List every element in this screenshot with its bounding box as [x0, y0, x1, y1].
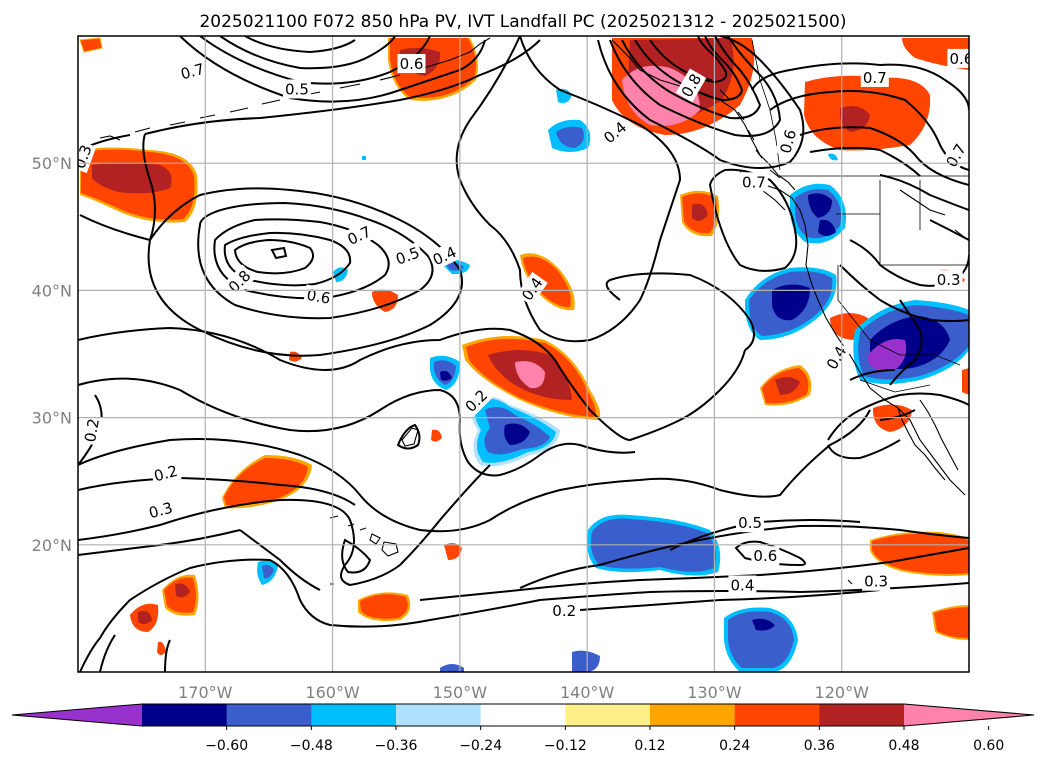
svg-text:0.4: 0.4 [731, 577, 755, 595]
pv-shading-negative [257, 88, 969, 672]
contour-labels: 0.70.50.60.30.70.5 0.40.80.6 0.40.40.80.60… [78, 48, 973, 620]
svg-text:0.6: 0.6 [305, 286, 332, 308]
svg-text:0.2: 0.2 [152, 462, 180, 486]
contour-label-24: 0.6 [751, 546, 780, 566]
svg-text:0.6: 0.6 [776, 128, 800, 156]
contour-label-1: 0.5 [282, 79, 311, 99]
svg-text:0.2: 0.2 [552, 602, 576, 620]
svg-text:0.6: 0.6 [753, 547, 777, 565]
colorbar-tick-label-3: −0.24 [459, 738, 502, 754]
contour-label-20: 0.2 [79, 414, 104, 446]
svg-text:0.6: 0.6 [400, 55, 424, 73]
colorbar-segment-4 [480, 704, 566, 726]
gridlines [78, 36, 969, 672]
contour-label-25: 0.4 [728, 575, 757, 595]
contour-label-17: 0.3 [934, 270, 963, 290]
lat-tick-label-0: 20°N [32, 536, 72, 555]
colorbar-segment-1 [226, 704, 312, 726]
svg-text:0.5: 0.5 [738, 514, 762, 532]
colorbar-segment-5 [565, 704, 651, 726]
contour-label-12: 0.6 [774, 125, 801, 158]
contour-label-0: 0.7 [176, 58, 209, 84]
svg-text:0.3: 0.3 [937, 271, 961, 289]
lon-tick-label-5: 120°W [815, 683, 870, 702]
colorbar-tick-label-8: 0.48 [888, 738, 919, 754]
colorbar-extend-low [12, 704, 142, 726]
colorbar-tick-label-2: −0.36 [375, 738, 418, 754]
colorbar-extend-high [904, 704, 1034, 726]
colorbar-tick-label-1: −0.48 [290, 738, 333, 754]
colorbar-outline [11, 703, 1035, 727]
svg-text:0.7: 0.7 [179, 60, 207, 84]
svg-text:0.7: 0.7 [863, 69, 887, 87]
lon-tick-label-0: 170°W [178, 683, 233, 702]
lat-tick-label-1: 30°N [32, 409, 72, 428]
colorbar-segment-6 [650, 704, 736, 726]
lat-tick-label-3: 50°N [32, 154, 72, 173]
contour-label-13: 0.7 [739, 172, 768, 192]
contour-label-27: 0.2 [550, 600, 579, 620]
colorbar-tick-label-7: 0.36 [804, 738, 835, 754]
colorbar-segment-7 [734, 704, 820, 726]
lat-axis: 20°N 30°N 40°N 50°N [32, 154, 72, 555]
contour-label-16: 0.6 [947, 48, 973, 68]
lon-tick-label-4: 130°W [687, 683, 742, 702]
svg-text:0.7: 0.7 [742, 173, 766, 191]
colorbar-segment-8 [819, 704, 905, 726]
map-border [77, 35, 970, 673]
contour-label-21: 0.2 [149, 460, 182, 486]
colorbar-tick-label-6: 0.24 [719, 738, 750, 754]
colorbar: −0.60 −0.48 −0.36 −0.24 −0.12 0.12 0.24 0.36 0.4… [11, 703, 1035, 754]
colorbar-segment-3 [396, 704, 482, 726]
svg-text:0.3: 0.3 [147, 499, 175, 523]
lon-tick-label-3: 140°W [560, 683, 615, 702]
figure-title: 2025021100 F072 850 hPa PV, IVT Landfall… [199, 12, 846, 32]
svg-text:0.5: 0.5 [285, 80, 309, 98]
colorbar-tick-label-4: −0.12 [544, 738, 587, 754]
contour-label-22: 0.3 [144, 497, 177, 523]
lon-axis: 170°W 160°W 150°W 140°W 130°W 120°W [178, 683, 869, 702]
colorbar-segment-2 [311, 704, 397, 726]
lat-tick-label-2: 40°N [32, 281, 72, 300]
colorbar-tick-label-0: −0.60 [205, 738, 248, 754]
contour-label-23: 0.5 [736, 513, 765, 533]
svg-text:0.6: 0.6 [949, 50, 973, 68]
colorbar-tick-label-5: 0.12 [634, 738, 665, 754]
svg-text:0.3: 0.3 [864, 573, 888, 591]
contour-label-2: 0.6 [397, 53, 426, 73]
colorbar-tick-label-9: 0.60 [973, 738, 1004, 754]
lon-tick-label-2: 150°W [433, 683, 488, 702]
svg-text:0.2: 0.2 [81, 417, 103, 444]
lon-tick-label-1: 160°W [305, 683, 360, 702]
contour-label-26: 0.3 [862, 571, 891, 591]
colorbar-segment-0 [142, 704, 228, 726]
map-panel: 0.70.50.60.30.70.5 0.40.80.6 0.40.40.80.60… [77, 35, 973, 673]
contour-label-14: 0.7 [860, 67, 889, 87]
